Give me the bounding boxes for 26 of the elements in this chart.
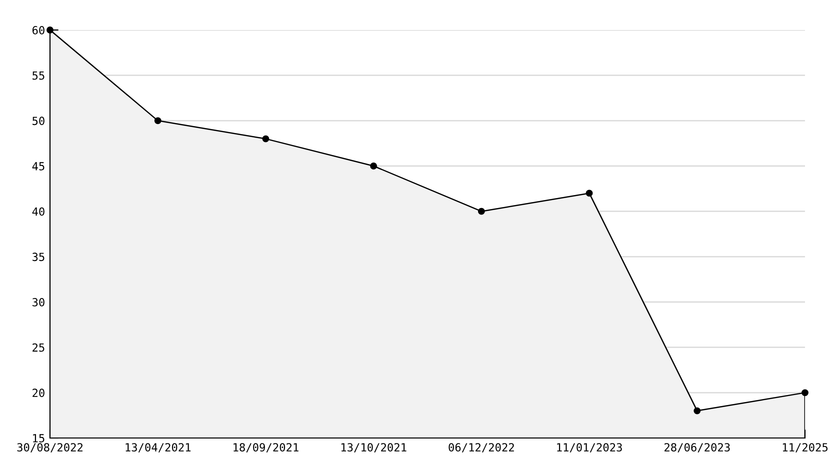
point: [46, 26, 54, 34]
x-tick-label: 28/06/2023: [664, 443, 730, 452]
y-tick-label: 25: [32, 343, 44, 352]
point: [370, 162, 378, 170]
x-tick-label: 13/04/2021: [126, 443, 191, 452]
y-tick-label: 55: [32, 71, 44, 80]
point: [154, 117, 162, 124]
y-tick-label: 35: [32, 252, 44, 262]
point: [586, 190, 593, 197]
point: [262, 135, 270, 142]
x-tick-label: 11/2025: [782, 443, 828, 452]
x-tick-label: 18/09/2021: [234, 443, 298, 452]
x-tick-label: 30/08/2022: [17, 443, 83, 452]
point: [478, 208, 485, 215]
x-tick-label: 11/01/2023: [557, 443, 622, 452]
y-tick-label: 45: [32, 162, 44, 170]
x-tick-label: 13/10/2021: [341, 443, 406, 452]
y-tick-label: 40: [32, 207, 44, 216]
y-tick-label: 30: [32, 298, 44, 306]
y-tick-label: 20: [32, 388, 44, 398]
y-tick-label: 15: [33, 434, 44, 442]
x-tick-label: 06/12/2022: [448, 443, 514, 452]
y-tick-label: 60: [32, 26, 44, 34]
point: [694, 407, 701, 414]
y-tick-label: 50: [32, 116, 44, 126]
point: [802, 389, 808, 396]
